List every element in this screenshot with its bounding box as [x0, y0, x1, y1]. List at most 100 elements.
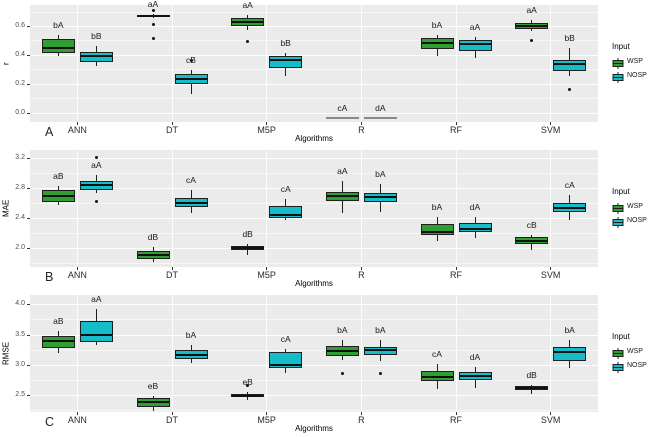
significance-label: dA: [469, 201, 481, 212]
outlier-dot: [189, 59, 193, 63]
x-tick-mark: [171, 267, 173, 270]
x-axis-title: Algorithms: [295, 279, 333, 288]
boxplot-box-M5P-NOSP: [269, 206, 303, 219]
x-category-label-M5P: M5P: [257, 125, 276, 135]
boxplot-median: [137, 253, 169, 256]
gridline-minor: [30, 410, 598, 411]
legend-item-label: WSP: [627, 57, 643, 65]
boxplot-median: [554, 206, 586, 209]
whisker-lower: [152, 17, 154, 18]
gridline-major: [30, 188, 598, 190]
x-category-label-DT: DT: [166, 415, 178, 425]
whisker-lower: [285, 67, 287, 76]
legend-item-label: NOSP: [627, 71, 647, 79]
boxplot-key-icon: [612, 56, 624, 69]
x-tick-mark: [455, 267, 457, 270]
gridline-vertical: [550, 5, 552, 122]
x-tick-mark: [550, 412, 552, 415]
significance-label: dB: [526, 370, 537, 381]
boxplot-na-line-R-WSP: [325, 117, 359, 120]
boxplot-median: [421, 376, 453, 379]
whisker-upper: [474, 36, 476, 40]
y-tick-mark: [27, 218, 30, 220]
gridline-minor: [30, 263, 598, 265]
whisker-lower: [379, 355, 381, 362]
legend-item-WSP: WSP: [612, 56, 643, 69]
x-tick-mark: [455, 412, 457, 415]
whisker-lower: [57, 201, 59, 205]
panel-letter-A: A: [45, 125, 54, 139]
gridline-vertical: [171, 295, 173, 412]
x-tick-mark: [360, 412, 362, 415]
boxplot-median: [175, 202, 207, 205]
whisker-lower: [436, 49, 438, 57]
boxplot-median: [42, 195, 74, 198]
y-tick-label: 0.4: [15, 50, 25, 58]
significance-label: dB: [147, 231, 159, 242]
gridline-vertical: [550, 150, 552, 267]
whisker-upper: [247, 243, 249, 246]
whisker-lower: [285, 367, 287, 373]
boxplot-median: [364, 349, 396, 352]
y-tick-label: 0.0: [15, 108, 25, 116]
x-category-label-ANN: ANN: [67, 125, 87, 135]
x-axis-title: Algorithms: [295, 134, 333, 143]
x-tick-mark: [76, 122, 78, 125]
x-category-label-SVM: SVM: [540, 415, 561, 425]
significance-label: bB: [280, 37, 291, 48]
whisker-upper: [436, 216, 438, 225]
outlier-dot: [530, 38, 534, 42]
gridline-major: [30, 248, 598, 250]
boxplot-median: [232, 20, 264, 23]
gridline-major: [30, 334, 598, 336]
boxplot-median: [175, 354, 207, 357]
whisker-upper: [95, 46, 97, 52]
boxplot-median: [232, 394, 264, 397]
boxplot-key-icon: [612, 201, 624, 214]
boxplot-median: [232, 247, 264, 250]
gridline-minor: [30, 319, 598, 321]
whisker-lower: [569, 212, 571, 221]
boxplot-median: [459, 375, 491, 378]
whisker-upper: [152, 395, 154, 398]
significance-label: cA: [432, 349, 442, 360]
x-tick-mark: [266, 122, 268, 125]
boxplot-median: [270, 58, 302, 61]
gridline-minor: [30, 11, 598, 13]
boxplot-key-icon: [612, 70, 624, 83]
significance-label: aA: [147, 0, 159, 9]
x-axis-title: Algorithms: [295, 424, 333, 433]
boxplot-box-RF-WSP: [420, 224, 454, 235]
gridline-minor: [30, 349, 598, 351]
x-tick-mark: [76, 267, 78, 270]
gridline-vertical: [455, 5, 457, 122]
y-tick-mark: [27, 394, 30, 396]
x-category-label-M5P: M5P: [257, 270, 276, 280]
y-tick-mark: [27, 304, 30, 306]
boxplot-median: [421, 230, 453, 233]
whisker-upper: [474, 366, 476, 372]
boxplot-median: [516, 25, 548, 28]
x-category-label-DT: DT: [166, 270, 178, 280]
significance-label: bA: [337, 324, 348, 335]
gridline-major: [30, 218, 598, 220]
whisker-upper: [341, 339, 343, 346]
legend: Input WSP NOSP: [612, 42, 650, 84]
gridline-vertical: [266, 5, 268, 122]
boxplot-median: [42, 339, 74, 342]
whisker-upper: [152, 246, 154, 252]
gridline-major: [30, 394, 598, 396]
boxplot-box-SVM-NOSP: [553, 347, 587, 362]
boxplot-box-RF-NOSP: [458, 223, 492, 232]
gridline-vertical: [455, 295, 457, 412]
whisker-upper: [379, 183, 381, 194]
legend-item-label: NOSP: [627, 361, 647, 369]
gridline-minor: [30, 203, 598, 205]
gridline-minor: [30, 69, 598, 71]
y-tick-label: 4.0: [15, 300, 25, 308]
y-tick-mark: [27, 364, 30, 366]
panel-B: 2.0 2.4 2.8 3.2 MAE aB aA ANN dB cA DT dB cA M5P aA bA R…: [0, 145, 650, 290]
significance-label: cA: [337, 103, 348, 114]
